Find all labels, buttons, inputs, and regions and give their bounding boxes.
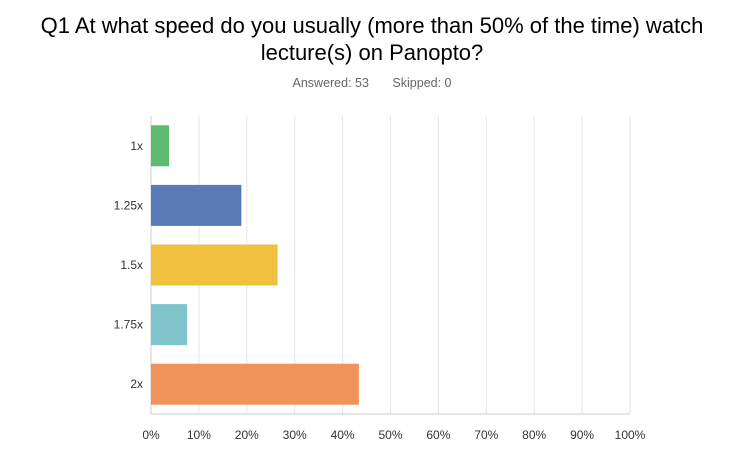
- question-title-line-1: Q1 At what speed do you usually (more th…: [40, 13, 704, 38]
- category-label: 1x: [130, 139, 143, 153]
- x-tick-label: 90%: [570, 428, 594, 442]
- category-label: 2x: [130, 377, 143, 391]
- bar: [151, 244, 278, 286]
- x-tick-label: 70%: [474, 428, 498, 442]
- category-label: 1.75x: [114, 318, 143, 332]
- bar: [151, 125, 170, 167]
- bar: [151, 363, 359, 405]
- x-tick-label: 0%: [142, 428, 160, 442]
- category-label: 1.5x: [120, 258, 143, 272]
- x-tick-label: 80%: [522, 428, 546, 442]
- x-tick-label: 10%: [187, 428, 211, 442]
- bar: [151, 304, 188, 346]
- x-tick-label: 20%: [235, 428, 259, 442]
- bar: [151, 184, 242, 226]
- category-label: 1.25x: [114, 198, 143, 212]
- x-tick-label: 60%: [426, 428, 450, 442]
- x-tick-label: 100%: [615, 428, 646, 442]
- question-title-line-2: lecture(s) on Panopto?: [260, 40, 484, 65]
- answered-count: Answered: 53: [292, 76, 369, 90]
- skipped-count: Skipped: 0: [392, 76, 452, 90]
- x-tick-label: 50%: [378, 428, 402, 442]
- x-tick-label: 40%: [331, 428, 355, 442]
- response-stats: Answered: 53 Skipped: 0: [0, 76, 744, 90]
- question-title: Q1 At what speed do you usually (more th…: [0, 12, 744, 66]
- x-tick-label: 30%: [283, 428, 307, 442]
